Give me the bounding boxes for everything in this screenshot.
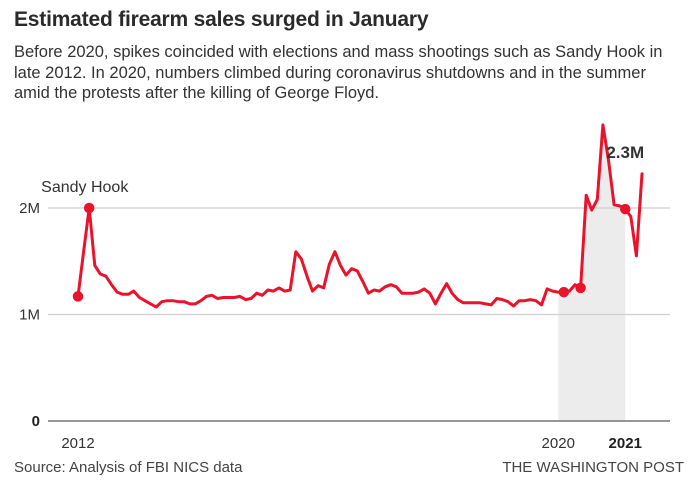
data-point — [619, 203, 631, 215]
chart-subtitle: Before 2020, spikes coincided with elect… — [14, 43, 663, 102]
y-axis-ticks: 0 1M 2M — [19, 200, 40, 430]
y-tick-label: 1M — [19, 307, 40, 324]
data-point — [558, 286, 570, 298]
x-axis-ticks: 2012 2020 2021 — [61, 435, 642, 452]
source-note: Source: Analysis of FBI NICS data — [14, 459, 243, 476]
y-tick-label: 0 — [32, 413, 40, 430]
x-tick-label: 2020 — [542, 435, 575, 452]
data-point — [72, 291, 84, 302]
x-tick-label: 2021 — [609, 435, 642, 452]
x-tick-label: 2012 — [61, 435, 94, 452]
chart-title: Estimated firearm sales surged in Januar… — [14, 8, 429, 31]
annotations: Sandy Hook 2.3M — [41, 143, 644, 196]
annotation-sandy-hook: Sandy Hook — [41, 179, 129, 196]
series-line-layer — [76, 123, 644, 309]
credit: THE WASHINGTON POST — [502, 459, 684, 476]
shaded-period-2020 — [558, 124, 626, 422]
y-tick-label: 2M — [19, 200, 40, 217]
shaded-region-layer — [558, 124, 626, 422]
annotation-latest-value: 2.3M — [606, 143, 644, 162]
data-point — [575, 282, 586, 294]
gridlines — [48, 207, 670, 422]
highlight-points — [72, 202, 631, 302]
data-point — [83, 202, 95, 214]
series-line — [76, 123, 644, 309]
